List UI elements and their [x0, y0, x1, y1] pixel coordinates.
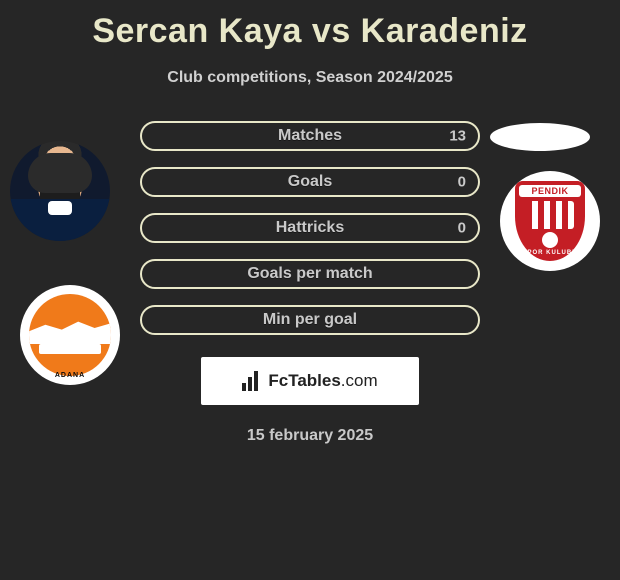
stat-row-matches: Matches 13: [140, 121, 480, 151]
player-right-avatar-placeholder: [490, 123, 590, 151]
brand-suffix: .com: [341, 371, 378, 390]
subtitle: Club competitions, Season 2024/2025: [0, 69, 620, 87]
player-left-club-badge: ADANA: [20, 285, 120, 385]
badge-right-top-text: PENDIK: [519, 185, 581, 197]
player-right-club-badge: PENDIK SPOR KULUBU: [500, 171, 600, 271]
stat-row-goals-per-match: Goals per match: [140, 259, 480, 289]
badge-right-bottom-text: SPOR KULUBU: [522, 250, 577, 256]
stat-label: Matches: [278, 127, 342, 145]
brand-badge[interactable]: FcTables.com: [201, 357, 419, 405]
bar-chart-icon: [242, 371, 262, 391]
brand-prefix: Fc: [268, 371, 288, 390]
brand-text: FcTables.com: [268, 371, 377, 391]
footer-date: 15 february 2025: [0, 427, 620, 445]
stat-label: Min per goal: [263, 311, 357, 329]
stat-row-hattricks: Hattricks 0: [140, 213, 480, 243]
brand-main: Tables: [288, 371, 341, 390]
stat-value-right: 0: [458, 220, 466, 237]
badge-left-text: ADANA: [20, 372, 120, 379]
stat-row-goals: Goals 0: [140, 167, 480, 197]
comparison-panel: ADANA PENDIK SPOR KULUBU Matches 13 Goal…: [0, 121, 620, 445]
stat-label: Goals: [288, 173, 332, 191]
player-left-avatar: [10, 141, 110, 241]
stat-value-right: 0: [458, 174, 466, 191]
stat-label: Goals per match: [247, 265, 372, 283]
stats-list: Matches 13 Goals 0 Hattricks 0 Goals per…: [140, 121, 480, 335]
stat-label: Hattricks: [276, 219, 344, 237]
stat-row-min-per-goal: Min per goal: [140, 305, 480, 335]
stat-value-right: 13: [449, 128, 466, 145]
page-title: Sercan Kaya vs Karadeniz: [0, 0, 620, 51]
